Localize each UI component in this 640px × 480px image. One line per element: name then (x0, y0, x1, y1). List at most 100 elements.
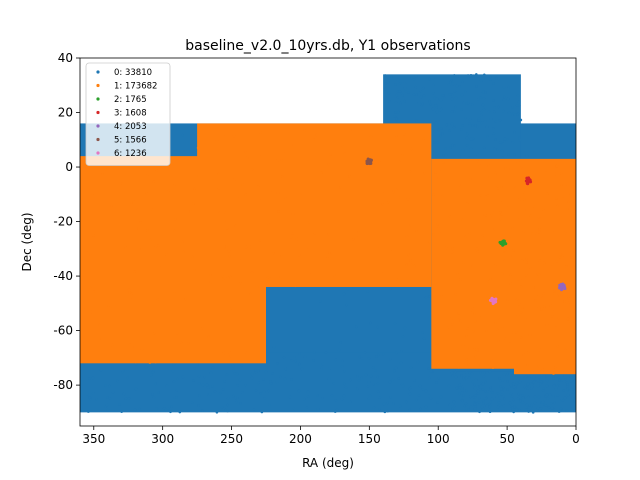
series-1-point (537, 216, 541, 219)
series-0-point (306, 390, 310, 394)
series-0-point (201, 409, 204, 412)
series-0-point (481, 407, 485, 411)
series-1-point (178, 243, 181, 247)
series-0-point (293, 355, 297, 359)
series-0-point (152, 395, 156, 399)
series-1-point (394, 188, 398, 192)
series-1-point (148, 361, 152, 364)
series-1-point (222, 351, 226, 355)
series-1-point (291, 212, 295, 216)
series-1-point (511, 227, 514, 230)
series-1-point (263, 319, 266, 323)
series-0-point (539, 407, 543, 410)
series-0-point (492, 82, 495, 85)
series-1-point (402, 132, 406, 136)
series-1-point (128, 291, 131, 294)
series-0-point (263, 397, 267, 400)
series-0-point (450, 122, 454, 126)
series-0-point (518, 399, 522, 403)
series-1-point (545, 323, 549, 327)
series-1-point (139, 221, 142, 224)
series-1-point (148, 238, 152, 242)
series-1-point (111, 343, 114, 347)
series-0-point (262, 378, 265, 381)
series-1-point (98, 323, 101, 327)
series-0-point (569, 387, 573, 391)
series-0-point (172, 380, 176, 383)
series-1-point (223, 220, 227, 223)
series-0-point (526, 395, 530, 399)
series-0-point (559, 409, 562, 413)
series-1-point (572, 222, 576, 226)
series-1-point (221, 278, 225, 281)
series-0-point (460, 390, 464, 394)
series-0-point (469, 146, 473, 150)
series-0-point (565, 381, 569, 384)
series-0-point (451, 374, 454, 378)
series-0-point (196, 363, 199, 366)
series-1-point (341, 145, 345, 148)
series-0-point (566, 387, 569, 391)
series-0-point (558, 379, 561, 382)
series-1-point (538, 348, 542, 352)
series-0-point (516, 94, 520, 97)
series-0-point (403, 86, 407, 90)
series-0-point (450, 110, 454, 113)
series-1-point (408, 170, 412, 173)
series-1-point (522, 191, 526, 194)
series-1-point (356, 231, 360, 234)
series-0-point (502, 85, 506, 89)
series-0-point (99, 368, 103, 372)
series-1-point (229, 354, 232, 358)
series-1-point (146, 173, 149, 176)
series-1-point (554, 172, 558, 176)
series-0-point (517, 100, 521, 104)
series-1-point (493, 227, 497, 231)
series-1-point (569, 238, 573, 242)
series-1-point (526, 351, 530, 354)
series-0-point (476, 385, 479, 388)
series-0-point (421, 102, 424, 106)
series-0-point (542, 375, 546, 379)
series-1-point (192, 202, 195, 205)
series-0-point (460, 93, 464, 97)
series-1-point (309, 273, 313, 277)
series-0-point (541, 400, 545, 404)
series-0-point (477, 401, 481, 404)
series-0-point (498, 376, 501, 380)
series-0-point (435, 381, 438, 384)
series-0-point (513, 113, 517, 117)
series-1-point (313, 232, 317, 235)
series-0-point (419, 90, 423, 93)
series-1-point (217, 187, 221, 190)
series-0-point (401, 384, 405, 388)
series-1-point (459, 319, 463, 323)
series-0-point (464, 402, 468, 405)
series-0-point (435, 110, 439, 114)
series-0-point (528, 406, 532, 410)
series-0-point (321, 362, 325, 366)
series-1-point (339, 186, 342, 189)
series-1-point (229, 275, 233, 279)
series-1-point (226, 276, 230, 279)
series-0-point (484, 390, 487, 393)
series-1-point (92, 290, 96, 294)
series-0-point (479, 113, 483, 117)
series-1-point (551, 314, 554, 318)
series-0-point (519, 118, 523, 122)
series-3-point (527, 176, 531, 180)
series-0-point (366, 385, 370, 388)
series-0-point (494, 138, 497, 141)
series-0-point (173, 396, 177, 399)
series-0-point (468, 117, 472, 121)
series-0-point (231, 364, 235, 368)
series-0-point (451, 143, 454, 147)
series-0-point (545, 393, 549, 397)
series-0-point (162, 407, 166, 410)
series-0-point (491, 391, 494, 394)
series-1-point (570, 343, 573, 346)
series-0-point (527, 410, 530, 413)
series-1-point (529, 214, 533, 217)
series-1-point (88, 286, 92, 289)
series-1-point (503, 259, 507, 262)
